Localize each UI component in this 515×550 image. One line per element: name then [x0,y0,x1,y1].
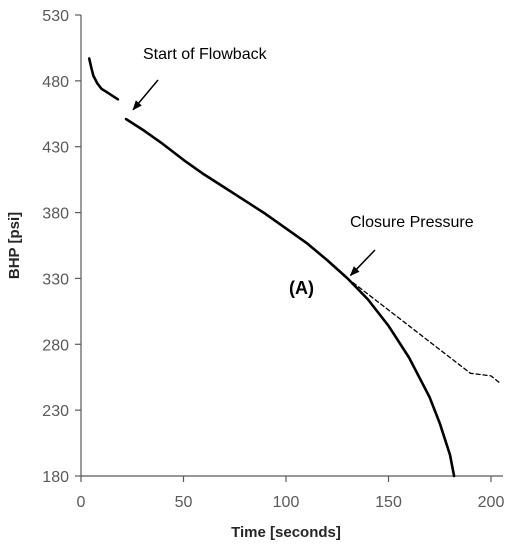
y-tick-label: 230 [42,403,69,420]
annotation-start-of-flowback: Start of Flowback [143,46,268,63]
arrow-start-of-flowback [132,79,159,111]
y-axis-title: BHP [psi] [6,212,23,279]
y-tick-label: 530 [42,8,69,25]
series-line-main [124,117,456,478]
label-a: (A) [289,278,314,298]
y-tick-label: 280 [42,337,69,354]
y-tick-label: 480 [42,74,69,91]
y-tick-label: 380 [42,206,69,223]
y-tick-label: 330 [42,271,69,288]
annotation-closure-pressure: Closure Pressure [350,214,474,231]
x-tick-label: 0 [77,494,86,511]
series-line-early [87,57,120,101]
x-tick-label: 150 [375,494,402,511]
y-tick-label: 180 [42,469,69,486]
y-tick-label: 430 [42,140,69,157]
x-tick-label: 50 [175,494,193,511]
x-tick-label: 200 [478,494,505,511]
series-layer [87,57,500,478]
series-line-extrapolation [346,277,500,384]
arrow-closure-pressure [349,249,376,277]
x-axis-title: Time [seconds] [231,524,341,541]
annotations: Start of Flowback Closure Pressure (A) [132,46,474,298]
x-tick-label: 100 [273,494,300,511]
axes: 180 230 280 330 380 430 480 530 0 50 100 150 200 Time… [6,8,504,541]
